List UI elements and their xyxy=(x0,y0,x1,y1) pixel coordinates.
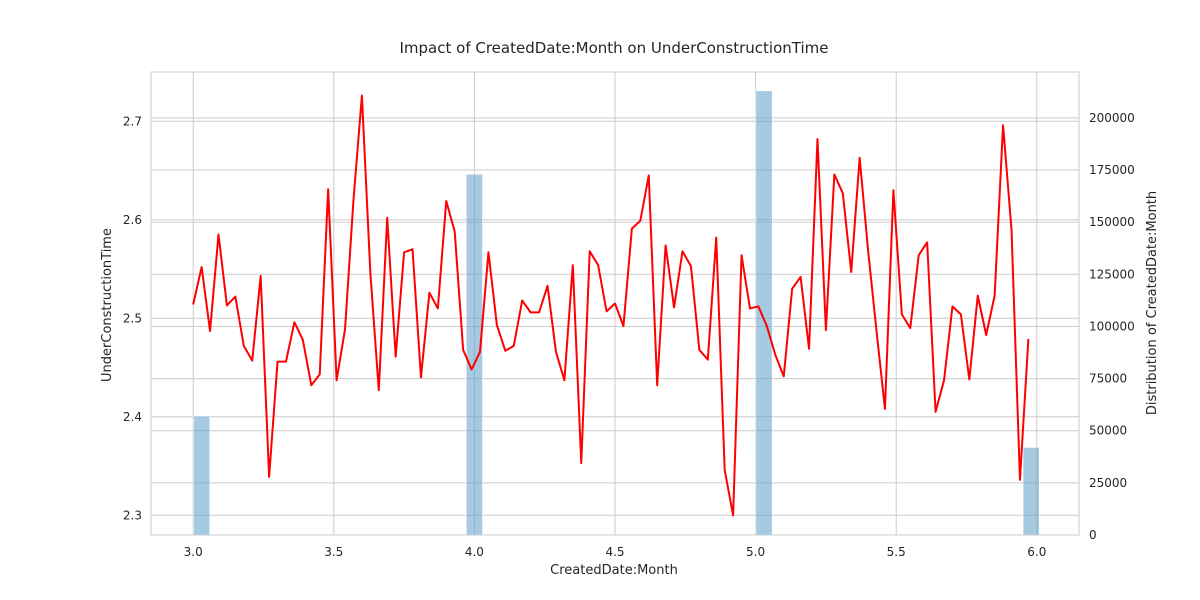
histogram-bar xyxy=(1022,447,1040,536)
line-series xyxy=(192,94,1030,517)
histogram-bar xyxy=(755,90,773,536)
x-tick-label: 4.0 xyxy=(465,545,484,559)
plot-frame xyxy=(150,71,1080,536)
y2-tick-label: 100000 xyxy=(1089,319,1135,333)
series-line xyxy=(192,94,1030,517)
y2-tick-label: 75000 xyxy=(1089,372,1127,386)
y-axis-label: UnderConstructionTime xyxy=(100,228,115,382)
y-tick-label: 2.3 xyxy=(123,508,142,522)
x-axis-label: CreatedDate:Month xyxy=(550,563,678,578)
y2-axis-label: Distribution of CreatedDate:Month xyxy=(1145,191,1160,415)
histogram-bar xyxy=(193,415,211,536)
x-tick-label: 5.5 xyxy=(887,545,906,559)
y-tick-label: 2.4 xyxy=(123,410,142,424)
y-tick-labels: 2.3 2.4 2.5 2.6 2.7 xyxy=(123,114,142,522)
y2-tick-label: 50000 xyxy=(1089,424,1127,438)
x-tick-label: 3.5 xyxy=(324,545,343,559)
y2-tick-label: 175000 xyxy=(1089,163,1135,177)
x-tick-label: 6.0 xyxy=(1027,545,1046,559)
y-tick-label: 2.6 xyxy=(123,213,142,227)
histogram-bar xyxy=(465,173,483,536)
x-tick-label: 5.0 xyxy=(746,545,765,559)
x-tick-label: 4.5 xyxy=(605,545,624,559)
y2-tick-label: 125000 xyxy=(1089,267,1135,281)
x-tick-label: 3.0 xyxy=(184,545,203,559)
y2-tick-labels: 0 25000 50000 75000 100000 125000 150000 175000… xyxy=(1089,111,1135,542)
y-gridlines xyxy=(151,120,1079,516)
y2-tick-label: 200000 xyxy=(1089,111,1135,125)
y2-tick-label: 0 xyxy=(1089,528,1097,542)
y2-tick-label: 25000 xyxy=(1089,476,1127,490)
chart-title: Impact of CreatedDate:Month on UnderCons… xyxy=(400,39,829,57)
y2-tick-label: 150000 xyxy=(1089,215,1135,229)
x-tick-labels: 3.0 3.5 4.0 4.5 5.0 5.5 6.0 xyxy=(184,545,1047,559)
histogram-bars xyxy=(193,90,1040,536)
y-tick-label: 2.5 xyxy=(123,311,142,325)
y-tick-label: 2.7 xyxy=(123,114,142,128)
